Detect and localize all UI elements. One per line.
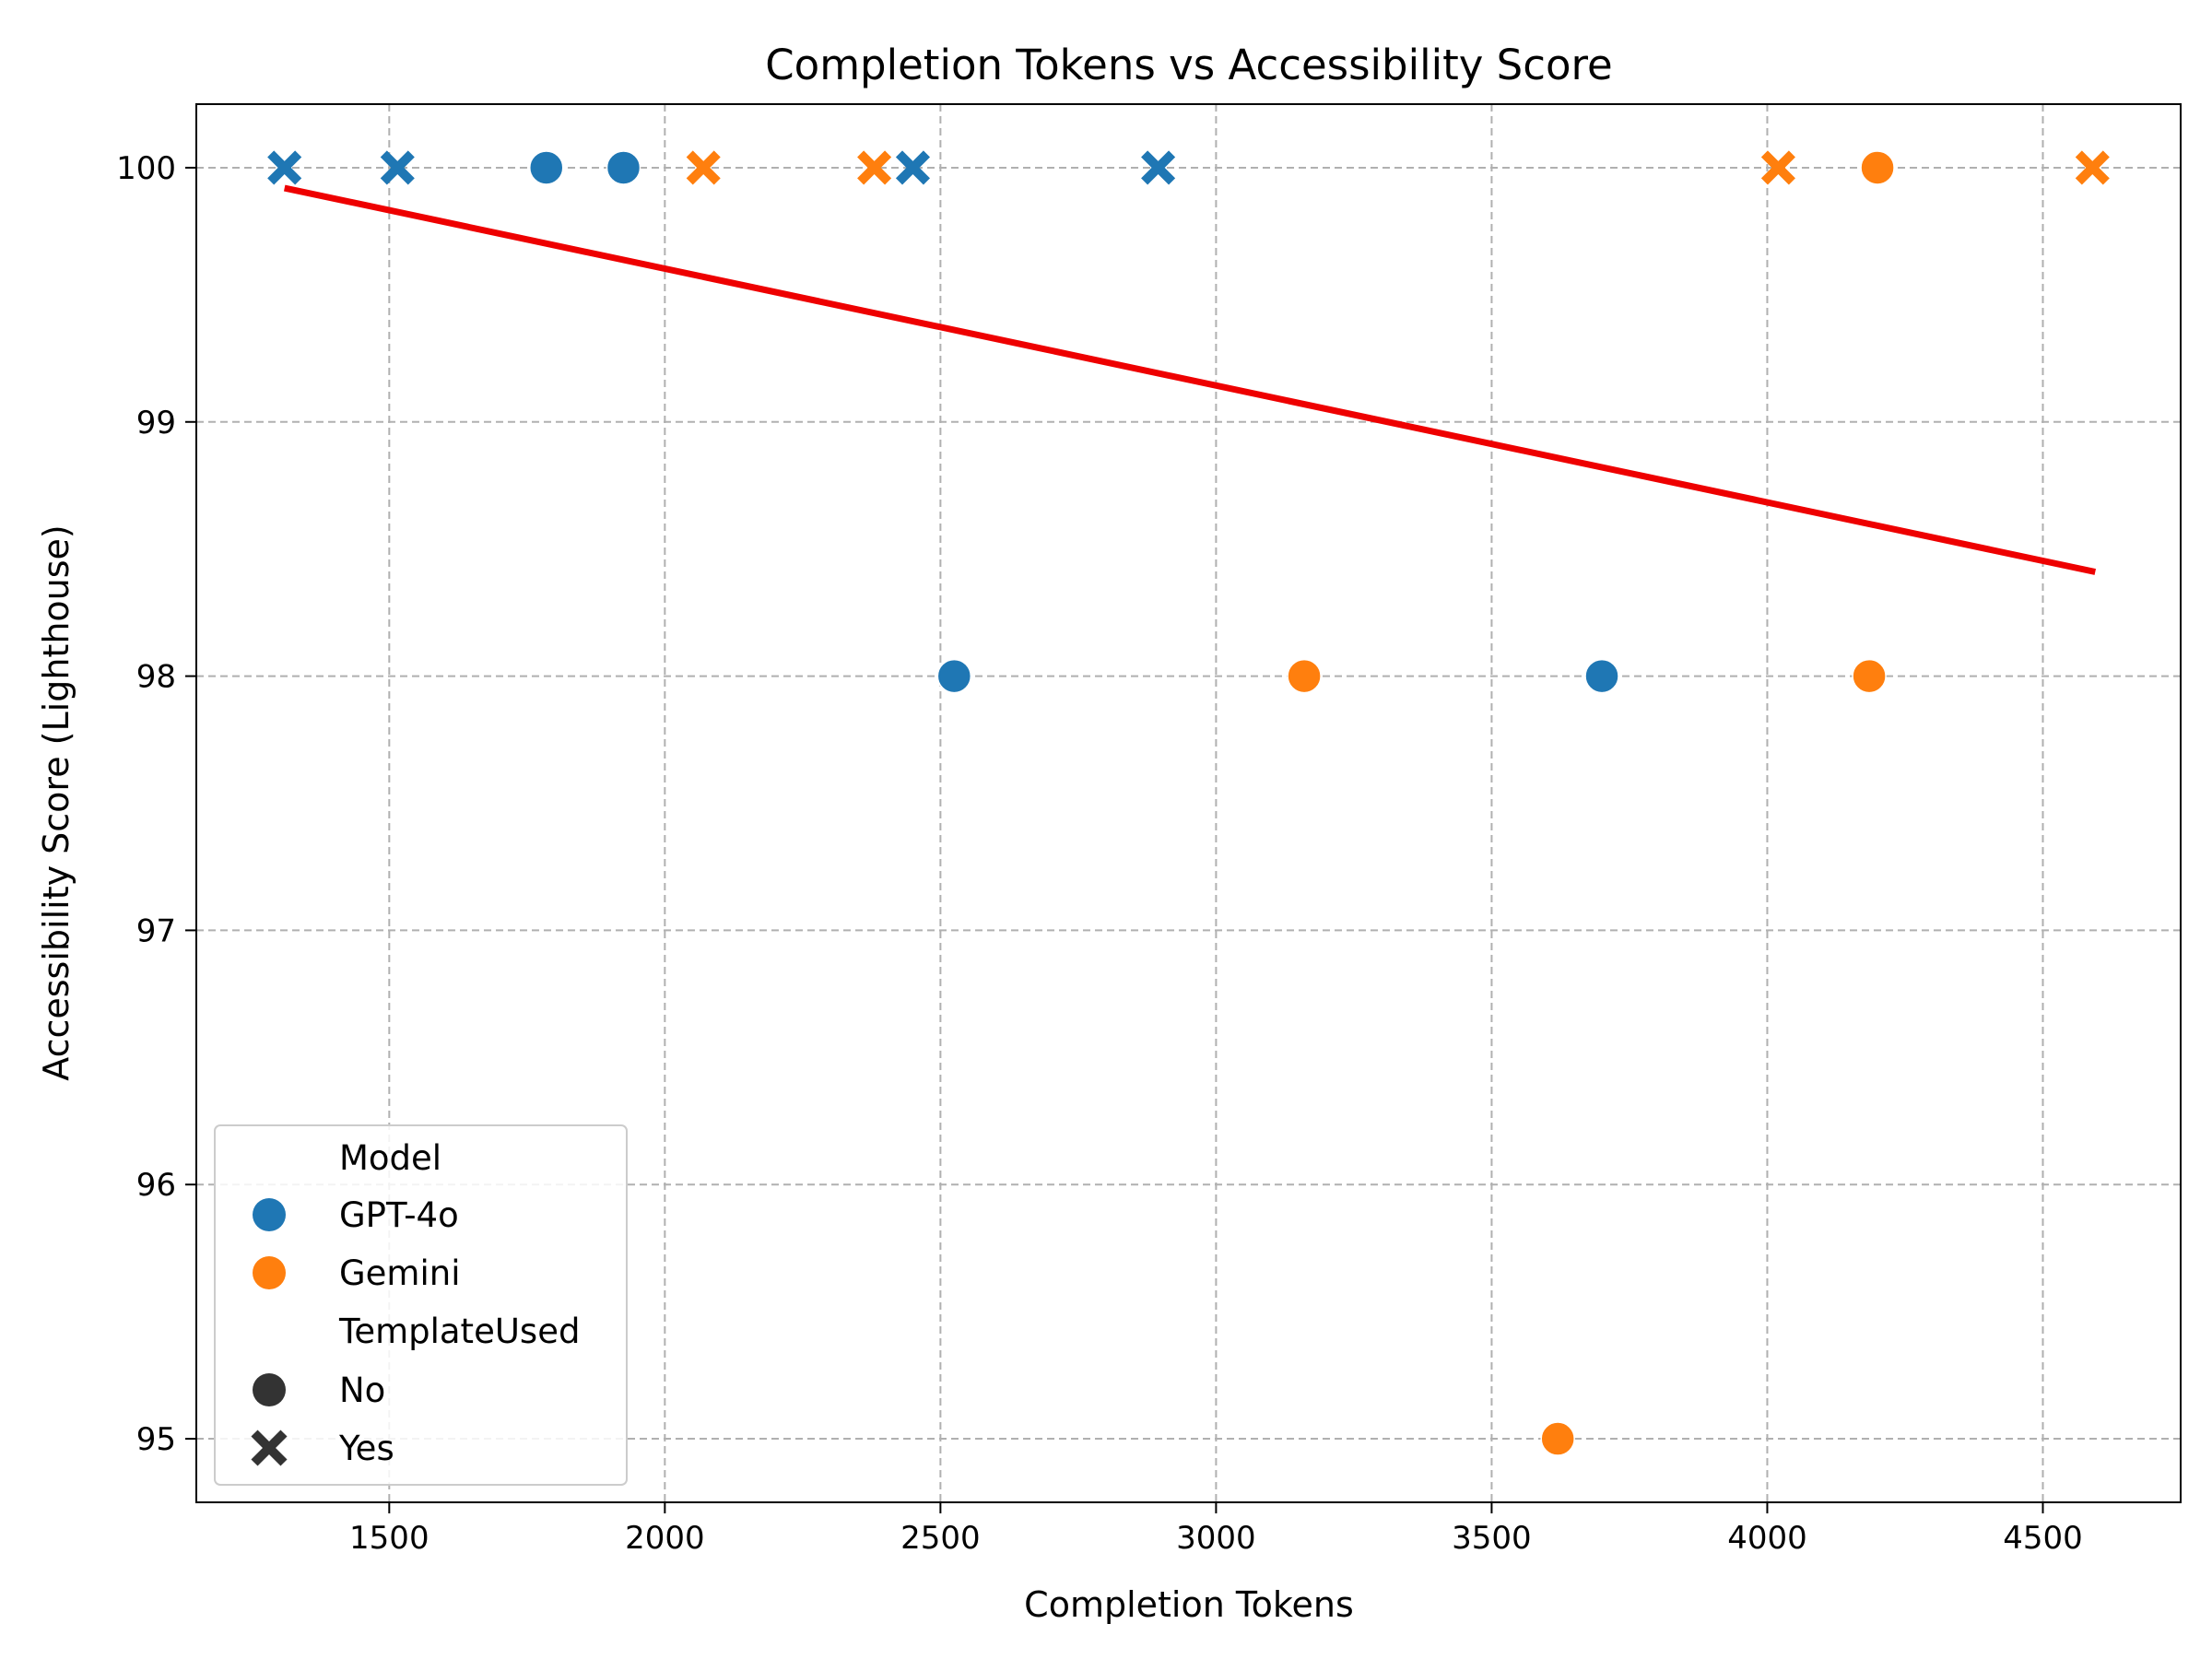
legend-gpt4o-label: GPT-4o — [339, 1195, 459, 1235]
x-tick-label: 2000 — [625, 1520, 705, 1557]
y-tick-label: 98 — [136, 659, 176, 696]
point-gemini-yes — [2075, 150, 2110, 185]
point-gemini-no — [1540, 1421, 1575, 1456]
legend-gemini-marker — [253, 1256, 286, 1289]
data-points — [267, 150, 2110, 1456]
point-gemini-yes — [686, 150, 721, 185]
plot-frame — [195, 103, 2182, 1503]
y-tick-label: 100 — [116, 150, 176, 187]
y-axis-ticks: 95 96 97 98 99 100 — [116, 150, 196, 1458]
chart-title: Completion Tokens vs Accessibility Score — [765, 41, 1612, 89]
point-gemini-yes — [857, 150, 892, 185]
point-gemini-yes — [1760, 150, 1795, 185]
point-gpt4o-no — [936, 658, 972, 694]
legend-yes-marker — [251, 1430, 288, 1466]
x-tick-label: 1500 — [349, 1520, 429, 1557]
x-tick-label: 2500 — [900, 1520, 981, 1557]
point-gpt4o-yes — [1141, 150, 1176, 185]
legend-gemini-label: Gemini — [339, 1253, 461, 1293]
legend-model-title: Model — [339, 1138, 441, 1178]
point-gemini-no — [1287, 658, 1322, 694]
legend-gpt4o-marker — [253, 1198, 286, 1231]
legend-template-title: TemplateUsed — [338, 1312, 580, 1351]
x-axis-label: Completion Tokens — [1024, 1584, 1354, 1625]
legend-yes-label: Yes — [338, 1429, 394, 1468]
point-gemini-no — [1852, 658, 1887, 694]
legend-no-marker — [253, 1373, 286, 1406]
y-tick-label: 96 — [136, 1167, 176, 1204]
x-axis-ticks: 1500 2000 2500 3000 3500 4000 4500 — [349, 1502, 2083, 1557]
point-gpt4o-no — [606, 150, 641, 185]
point-gpt4o-no — [1584, 658, 1619, 694]
x-tick-label: 3000 — [1176, 1520, 1256, 1557]
point-gpt4o-yes — [267, 150, 302, 185]
trend-line-layer — [283, 184, 2097, 575]
trend-line — [283, 184, 2097, 575]
point-gpt4o-yes — [380, 150, 415, 185]
legend-box — [214, 1124, 628, 1486]
y-tick-label: 97 — [136, 912, 176, 949]
point-gpt4o-no — [529, 150, 564, 185]
x-tick-label: 3500 — [1452, 1520, 1532, 1557]
y-axis-label: Accessibility Score (Lighthouse) — [36, 524, 76, 1081]
point-gemini-no — [1860, 150, 1895, 185]
y-tick-label: 99 — [136, 405, 176, 441]
point-gpt4o-yes — [895, 150, 931, 185]
x-tick-label: 4500 — [2003, 1520, 2083, 1557]
y-tick-label: 95 — [136, 1421, 176, 1458]
legend: Model GPT-4o Gemini TemplateUsed No Yes — [214, 1124, 628, 1486]
legend-no-label: No — [339, 1371, 385, 1410]
x-tick-label: 4000 — [1727, 1520, 1807, 1557]
